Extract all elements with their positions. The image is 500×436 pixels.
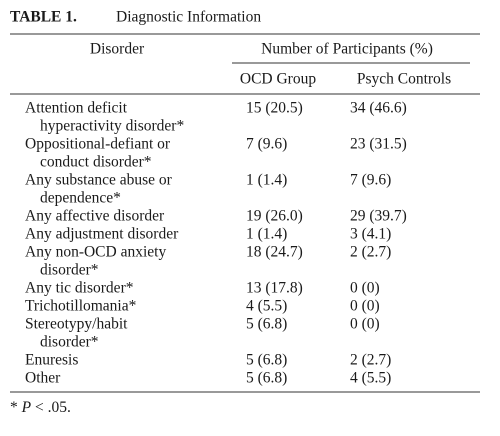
row-label: Any affective disorder <box>25 208 165 225</box>
table-title: Diagnostic Information <box>116 9 261 26</box>
cell: 23 (31.5) <box>350 136 407 153</box>
cell: 0 (0) <box>350 280 380 297</box>
cell: 4 (5.5) <box>246 298 287 315</box>
cell: 5 (6.8) <box>246 370 287 387</box>
cell: 1 (1.4) <box>246 226 287 243</box>
row-label: Any adjustment disorder <box>25 226 179 243</box>
column-header: Psych Controls <box>357 71 451 88</box>
row-label: conduct disorder* <box>40 154 152 171</box>
cell: 18 (24.7) <box>246 244 303 261</box>
cell: 5 (6.8) <box>246 316 287 333</box>
row-label: disorder* <box>40 334 99 351</box>
footnote-mark: * <box>10 399 18 416</box>
row-label: Oppositional-defiant or <box>25 136 171 153</box>
cell: 7 (9.6) <box>350 172 391 189</box>
footnote-symbol: P <box>21 399 32 416</box>
footnote-text: < .05. <box>35 399 71 416</box>
cell: 3 (4.1) <box>350 226 391 243</box>
column-header: Disorder <box>90 41 145 58</box>
row-label: Enuresis <box>25 352 78 369</box>
column-group-header: Number of Participants (%) <box>261 41 433 58</box>
cell: 0 (0) <box>350 298 380 315</box>
cell: 1 (1.4) <box>246 172 287 189</box>
row-label: Any tic disorder* <box>25 280 134 297</box>
row-label: disorder* <box>40 262 99 279</box>
cell: 13 (17.8) <box>246 280 303 297</box>
cell: 0 (0) <box>350 316 380 333</box>
cell: 2 (2.7) <box>350 244 391 261</box>
cell: 7 (9.6) <box>246 136 287 153</box>
cell: 15 (20.5) <box>246 100 303 117</box>
table-label: TABLE 1. <box>10 9 77 26</box>
column-header: OCD Group <box>240 71 316 88</box>
cell: 4 (5.5) <box>350 370 391 387</box>
row-label: Trichotillomania* <box>25 298 137 315</box>
cell: 5 (6.8) <box>246 352 287 369</box>
cell: 29 (39.7) <box>350 208 407 225</box>
row-label: Other <box>25 370 61 387</box>
row-label: hyperactivity disorder* <box>40 118 184 135</box>
footnote: * P < .05. <box>10 399 71 416</box>
row-label: dependence* <box>40 190 121 207</box>
row-label: Any non-OCD anxiety <box>25 244 166 261</box>
cell: 2 (2.7) <box>350 352 391 369</box>
cell: 34 (46.6) <box>350 100 407 117</box>
cell: 19 (26.0) <box>246 208 303 225</box>
row-label: Any substance abuse or <box>25 172 173 189</box>
row-label: Stereotypy/habit <box>25 316 128 333</box>
row-label: Attention deficit <box>25 100 128 117</box>
